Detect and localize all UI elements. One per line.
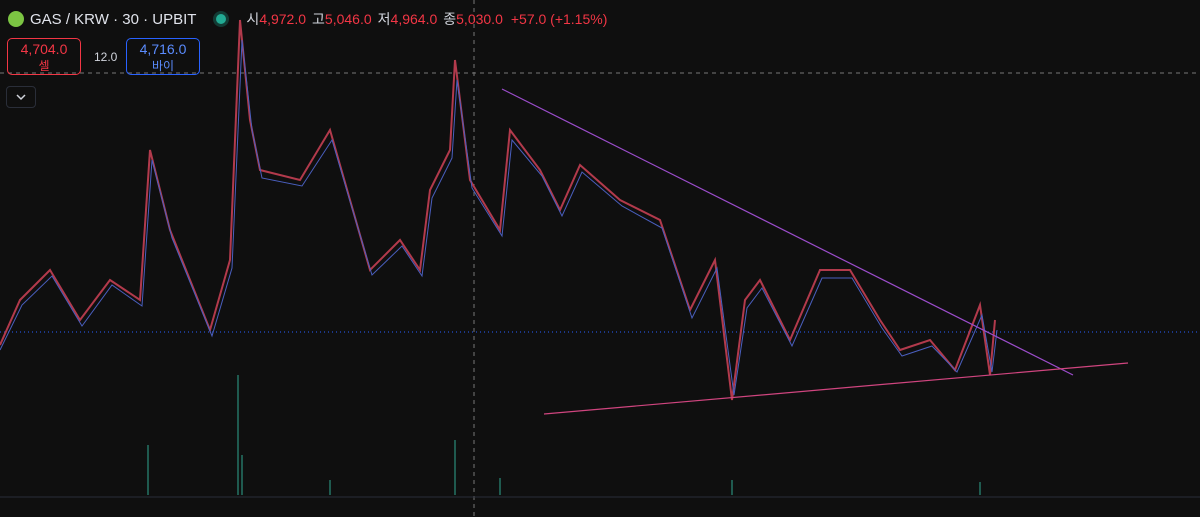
change: +57.0 (+1.15%) (510, 11, 608, 27)
sell-label: 셀 (38, 59, 50, 73)
market-status (216, 14, 227, 24)
ohlc-value: 4,972.0 (259, 11, 307, 27)
trendline-upper (501, 88, 1074, 376)
coin-logo (8, 11, 24, 27)
buy-button[interactable]: 4,716.0 바이 (126, 38, 200, 75)
ohlc-value: 4,964.0 (390, 11, 438, 27)
ohlc-label: 시 (246, 11, 260, 27)
sell-price: 4,704.0 (20, 41, 68, 57)
ohlc-value: 5,030.0 (456, 11, 503, 27)
ohlc-value: 5,046.0 (324, 11, 372, 27)
ohlc-label: 고 (312, 11, 325, 27)
ohlc-label: 종 (443, 11, 457, 27)
symbol-header: GAS / KRW · 30 · UPBIT 시 4,972.0 고 5,046.0… (8, 9, 607, 29)
price-trace (0, 19, 996, 401)
volume-bars (147, 375, 981, 495)
ohlc-label: 저 (377, 11, 391, 27)
trendline-lower (543, 362, 1129, 415)
price-trace-alt (0, 39, 998, 396)
sell-button[interactable]: 4,704.0 셀 (7, 38, 81, 75)
spread: 12.0 (94, 50, 118, 64)
symbol[interactable]: GAS / KRW · 30 · UPBIT (30, 10, 197, 28)
buy-price: 4,716.0 (139, 41, 187, 57)
chevron (16, 94, 26, 101)
buy-label: 바이 (151, 59, 175, 73)
collapse-toggle[interactable] (6, 86, 36, 108)
